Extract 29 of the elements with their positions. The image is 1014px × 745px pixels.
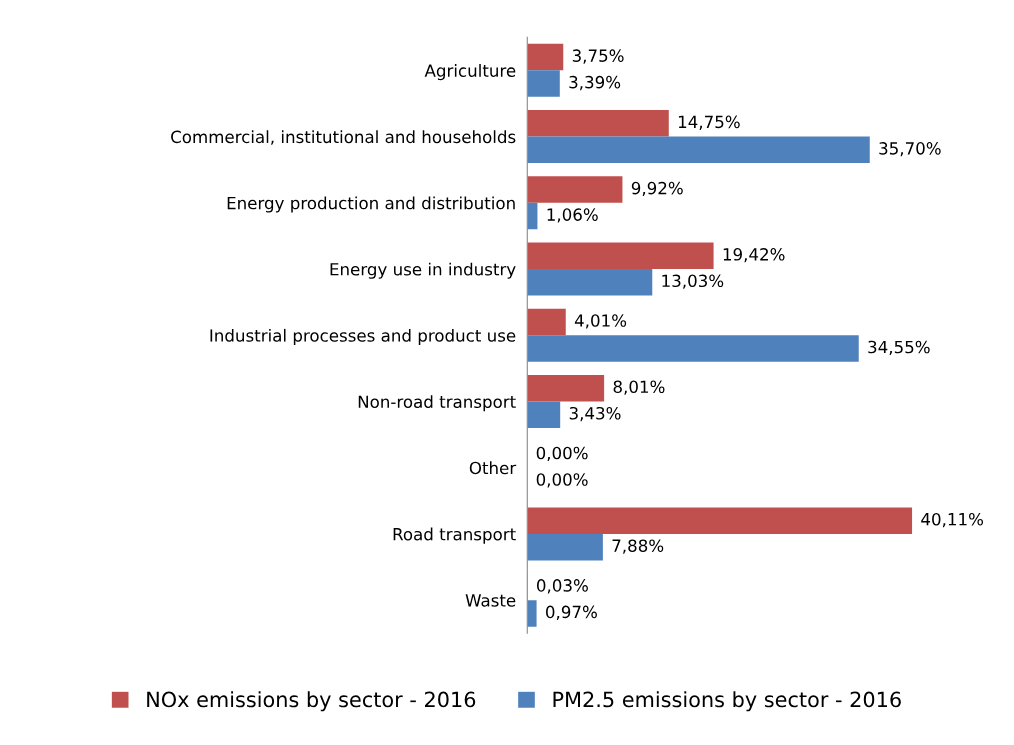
y-tick-label: Road transport (393, 527, 516, 544)
data-label: 34,55% (868, 340, 930, 356)
data-label: 40,11% (921, 512, 984, 528)
y-tick-label: Commercial, institutional and households (171, 130, 516, 145)
data-label: 0,00% (536, 473, 588, 488)
y-tick-label: Non-road transport (358, 395, 516, 412)
y-tick-label: Agriculture (424, 64, 516, 81)
y-tick-label: Waste (465, 594, 516, 607)
y-tick-label: Energy use in industry (330, 262, 516, 279)
data-label: 0,00% (536, 446, 588, 461)
data-label: 4,01% (574, 314, 627, 329)
data-label: 1,06% (547, 208, 598, 223)
data-label: 35,70% (879, 142, 941, 157)
data-label: 19,42% (723, 248, 785, 263)
data-label: 0,97% (546, 605, 597, 620)
data-label: 3,43% (569, 406, 621, 422)
data-label: 9,92% (631, 181, 683, 197)
data-label: 13,03% (662, 274, 724, 289)
data-label: 7,88% (612, 539, 664, 554)
data-label: 0,03% (537, 579, 588, 594)
data-label: 14,75% (678, 115, 740, 130)
y-tick-label: Energy production and distribution (227, 196, 515, 213)
data-label: 3,75% (572, 49, 624, 64)
data-label: 8,01% (613, 380, 665, 395)
legend-label: PM2.5 emissions by sector - 2016 (553, 691, 901, 712)
legend-label: NOx emissions by sector - 2016 (147, 691, 476, 712)
data-label: 3,39% (569, 75, 621, 91)
y-tick-label: Industrial processes and product use (210, 328, 516, 346)
y-tick-label: Other (469, 461, 517, 475)
